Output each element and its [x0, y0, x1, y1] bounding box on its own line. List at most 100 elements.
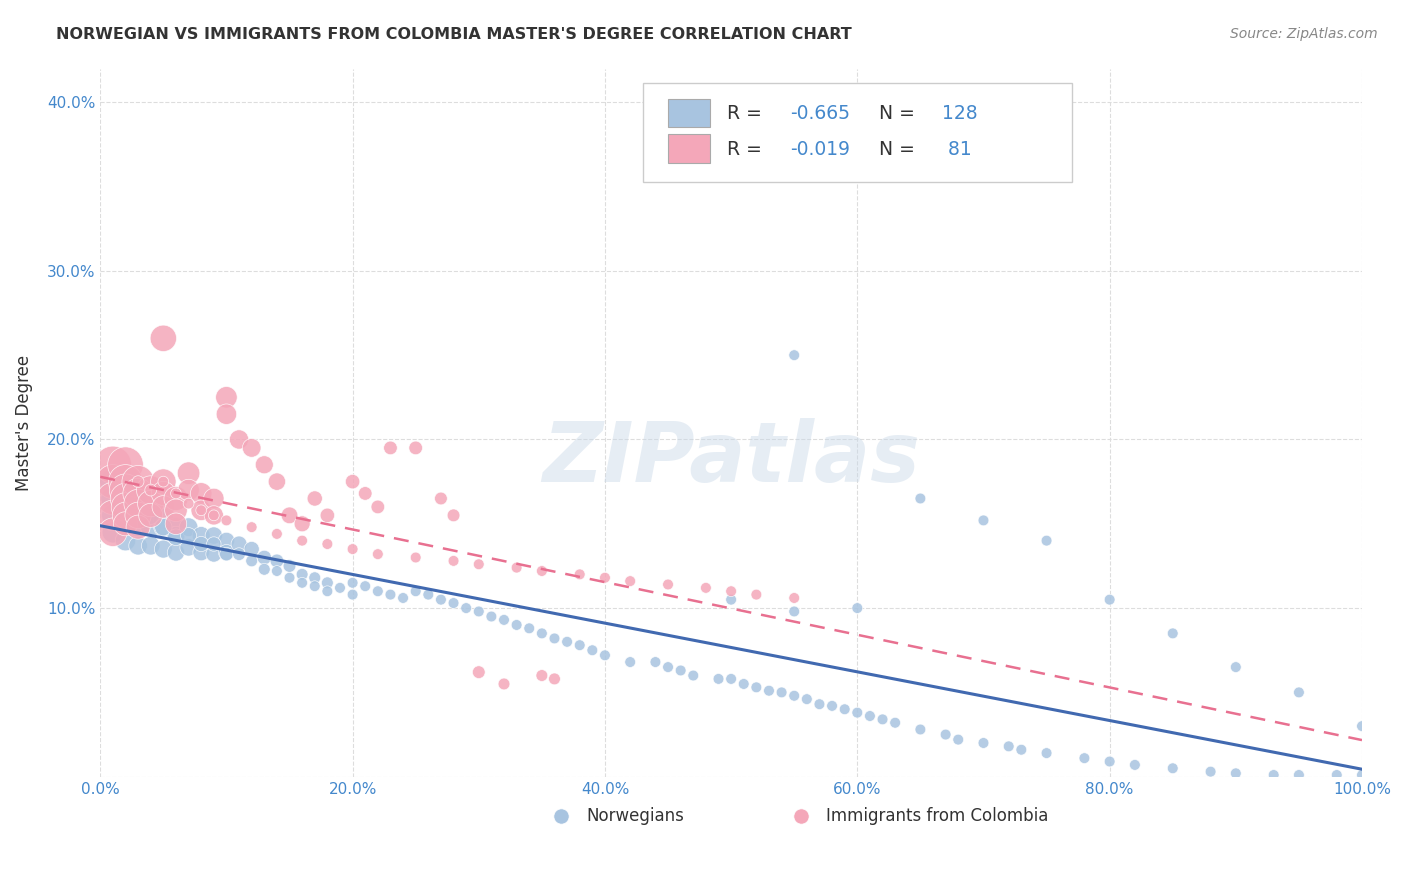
Point [253, 458, 276, 472]
Point [228, 433, 250, 447]
Text: R =: R = [727, 140, 768, 160]
Point [948, 732, 970, 747]
Point [1073, 751, 1095, 765]
Point [619, 574, 641, 588]
Text: NORWEGIAN VS IMMIGRANTS FROM COLOMBIA MASTER'S DEGREE CORRELATION CHART: NORWEGIAN VS IMMIGRANTS FROM COLOMBIA MA… [56, 27, 852, 42]
Point [152, 512, 174, 526]
Point [127, 520, 149, 534]
Text: N =: N = [879, 140, 921, 160]
Point [329, 581, 352, 595]
Point [910, 491, 932, 506]
Text: -0.665: -0.665 [790, 103, 851, 122]
Point [884, 715, 907, 730]
Point [619, 655, 641, 669]
Point [139, 539, 162, 553]
Point [316, 508, 339, 523]
Point [114, 508, 136, 523]
Point [278, 571, 301, 585]
Point [152, 500, 174, 514]
Point [177, 541, 200, 555]
Point [796, 692, 818, 706]
Point [114, 500, 136, 514]
Point [593, 648, 616, 663]
Point [152, 542, 174, 557]
Point [935, 727, 957, 741]
Point [228, 547, 250, 561]
Point [783, 604, 806, 618]
Point [1123, 758, 1146, 772]
Point [745, 588, 768, 602]
Point [367, 500, 389, 514]
Point [669, 664, 692, 678]
Point [291, 567, 314, 582]
Point [530, 626, 553, 640]
Point [304, 579, 326, 593]
Point [139, 520, 162, 534]
Point [505, 560, 527, 574]
Point [543, 672, 565, 686]
Point [342, 542, 364, 557]
Point [291, 533, 314, 548]
Point [278, 508, 301, 523]
Point [745, 681, 768, 695]
Point [972, 736, 994, 750]
Point [1098, 592, 1121, 607]
Point [152, 520, 174, 534]
Point [101, 475, 124, 489]
Point [644, 655, 666, 669]
Point [468, 558, 491, 572]
Point [101, 508, 124, 523]
Point [215, 407, 238, 421]
Point [190, 486, 212, 500]
Text: N =: N = [879, 103, 921, 122]
Point [101, 475, 124, 489]
Point [1326, 768, 1348, 782]
Point [228, 537, 250, 551]
Point [910, 723, 932, 737]
Point [190, 503, 212, 517]
Point [783, 689, 806, 703]
Point [720, 672, 742, 686]
Point [114, 475, 136, 489]
Point [1225, 660, 1247, 674]
Point [127, 500, 149, 514]
Point [165, 516, 187, 531]
Point [202, 537, 225, 551]
Point [770, 685, 793, 699]
Point [114, 508, 136, 523]
Point [114, 475, 136, 489]
Point [114, 516, 136, 531]
Point [139, 483, 162, 497]
Point [456, 601, 478, 615]
Point [215, 533, 238, 548]
Point [139, 483, 162, 497]
Point [278, 558, 301, 573]
Point [101, 525, 124, 540]
Point [215, 390, 238, 404]
Point [240, 542, 263, 557]
Point [316, 537, 339, 551]
Point [543, 632, 565, 646]
Point [972, 513, 994, 527]
Text: Source: ZipAtlas.com: Source: ZipAtlas.com [1230, 27, 1378, 41]
Point [202, 491, 225, 506]
Point [202, 547, 225, 561]
Point [468, 665, 491, 680]
FancyBboxPatch shape [643, 83, 1071, 182]
Text: ZIPatlas: ZIPatlas [543, 417, 920, 499]
Point [367, 584, 389, 599]
Point [682, 668, 704, 682]
Point [127, 508, 149, 523]
Point [872, 712, 894, 726]
Point [177, 528, 200, 542]
Text: -0.019: -0.019 [790, 140, 851, 160]
Point [783, 348, 806, 362]
Point [657, 577, 679, 591]
Point [530, 564, 553, 578]
Point [1351, 719, 1374, 733]
Point [392, 591, 415, 605]
Point [127, 486, 149, 500]
Point [430, 592, 453, 607]
Point [1161, 626, 1184, 640]
Point [177, 520, 200, 534]
